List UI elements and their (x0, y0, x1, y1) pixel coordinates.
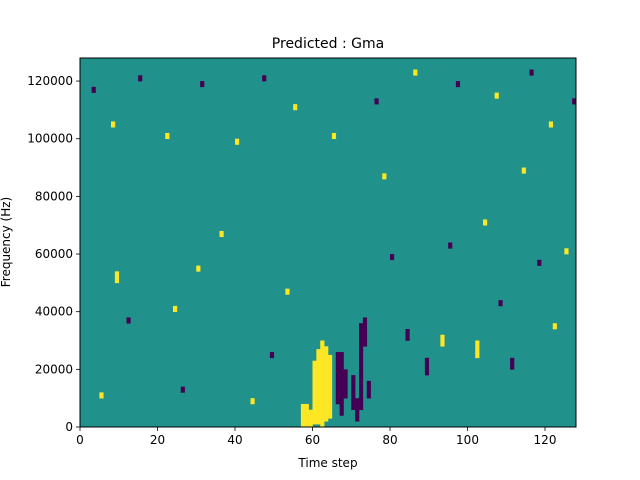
heatmap-cell (180, 386, 185, 393)
x-axis: 0 20 40 60 80 100 120 (76, 427, 556, 447)
heatmap-cell (362, 317, 368, 347)
x-tick-label: 120 (534, 433, 557, 447)
heatmap-cell (196, 265, 201, 272)
y-tick-label: 20000 (35, 362, 73, 376)
heatmap-cell (114, 271, 120, 284)
heatmap-cell (351, 375, 356, 410)
heatmap-cell (475, 340, 480, 359)
heatmap-cell (235, 138, 240, 145)
heatmap-cell (219, 230, 224, 238)
heatmap-cell (355, 398, 360, 422)
heatmap-cell (564, 248, 569, 255)
heatmap-cell (293, 104, 298, 111)
heatmap-cell (308, 409, 313, 428)
heatmap-cell (455, 81, 461, 88)
heatmap-cell (91, 86, 96, 93)
heatmap-cell (413, 69, 418, 76)
heatmap-cell (320, 340, 325, 428)
x-tick-label: 0 (76, 433, 84, 447)
heatmap-cell (374, 98, 379, 105)
heatmap-cell (300, 403, 306, 428)
chart-title: Predicted : Gma (272, 36, 384, 52)
plot-frame (79, 57, 577, 428)
y-tick-label: 100000 (27, 132, 73, 146)
heatmap-cell (483, 219, 488, 226)
heatmap-cell (529, 69, 534, 76)
heatmap-cell (335, 352, 340, 405)
y-tick-label: 40000 (35, 305, 73, 319)
heatmap-cell (382, 173, 387, 180)
heatmap-cell (312, 360, 317, 425)
x-tick-label: 40 (227, 433, 242, 447)
heatmap-cell (304, 403, 309, 428)
y-axis: 0 20000 40000 60000 80000 100000 120000 (27, 74, 80, 434)
heatmap-cell (285, 288, 290, 295)
x-tick-label: 100 (456, 433, 479, 447)
heatmap-cell (324, 346, 329, 422)
heatmap-cell (339, 352, 344, 416)
heatmap-cell (521, 167, 526, 174)
heatmap-cell (343, 369, 348, 399)
heatmap-cell (552, 323, 557, 330)
heatmap-cell (200, 81, 205, 88)
heatmap-cell (165, 132, 170, 140)
heatmap-cell (572, 98, 577, 105)
heatmap-cell (331, 132, 337, 140)
x-tick-label: 20 (150, 433, 165, 447)
heatmap-cell (424, 357, 430, 376)
heatmap-cell (126, 317, 131, 324)
x-axis-label: Time step (297, 456, 357, 470)
heatmap-cell (448, 242, 453, 249)
heatmap-cell (494, 92, 499, 99)
y-tick-label: 80000 (35, 189, 73, 203)
y-tick-label: 60000 (35, 247, 73, 261)
heatmap-cell (359, 323, 364, 410)
heatmap-cell (111, 121, 116, 128)
heatmap-cell (510, 357, 515, 370)
heatmap-cell (99, 392, 104, 399)
x-tick-label: 60 (305, 433, 320, 447)
heatmap-cell (498, 300, 503, 307)
heatmap-cell (366, 380, 371, 399)
heatmap-cells (80, 58, 577, 428)
heatmap-cell (138, 75, 143, 82)
x-tick-label: 80 (382, 433, 397, 447)
heatmap-cell (405, 328, 410, 341)
y-axis-label: Frequency (Hz) (0, 197, 13, 288)
heatmap-cell (250, 398, 255, 405)
heatmap-cell (316, 349, 321, 425)
heatmap-cell (173, 305, 178, 312)
heatmap-cell (548, 121, 554, 128)
y-tick-label: 0 (65, 420, 73, 434)
heatmap-cell (269, 352, 275, 359)
heatmap-cell (390, 254, 395, 261)
y-tick-label: 120000 (27, 74, 73, 88)
heatmap-cell (328, 354, 333, 419)
heatmap-cell (262, 75, 267, 82)
heatmap-cell (537, 259, 542, 266)
heatmap-cell (440, 334, 445, 347)
